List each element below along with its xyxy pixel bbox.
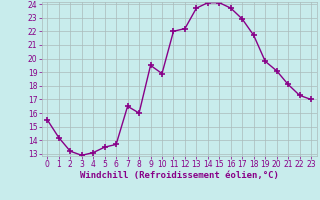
X-axis label: Windchill (Refroidissement éolien,°C): Windchill (Refroidissement éolien,°C): [80, 171, 279, 180]
